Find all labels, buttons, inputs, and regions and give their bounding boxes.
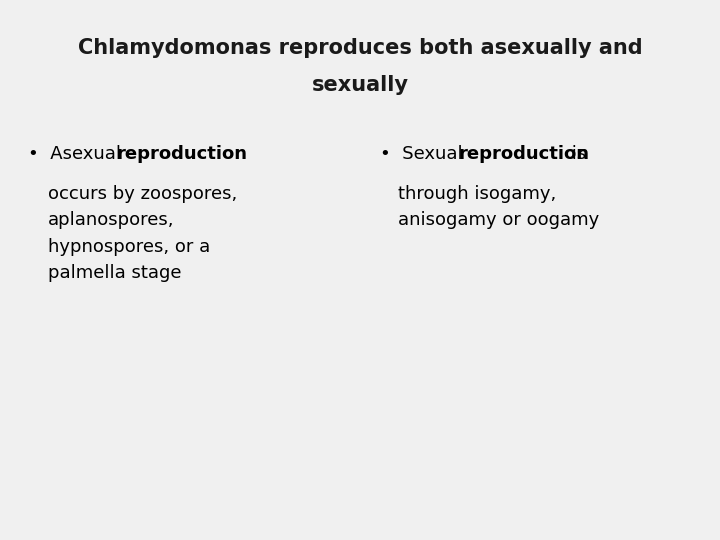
Text: reproduction: reproduction — [458, 145, 589, 163]
Text: reproduction: reproduction — [116, 145, 247, 163]
Text: •  Asexual: • Asexual — [28, 145, 127, 163]
Text: sexually: sexually — [312, 75, 408, 95]
Text: Chlamydomonas reproduces both asexually and: Chlamydomonas reproduces both asexually … — [78, 38, 642, 58]
Text: is: is — [566, 145, 586, 163]
Text: through isogamy,
anisogamy or oogamy: through isogamy, anisogamy or oogamy — [398, 185, 599, 230]
Text: •  Sexual: • Sexual — [380, 145, 469, 163]
Text: occurs by zoospores,
aplanospores,
hypnospores, or a
palmella stage: occurs by zoospores, aplanospores, hypno… — [48, 185, 238, 282]
